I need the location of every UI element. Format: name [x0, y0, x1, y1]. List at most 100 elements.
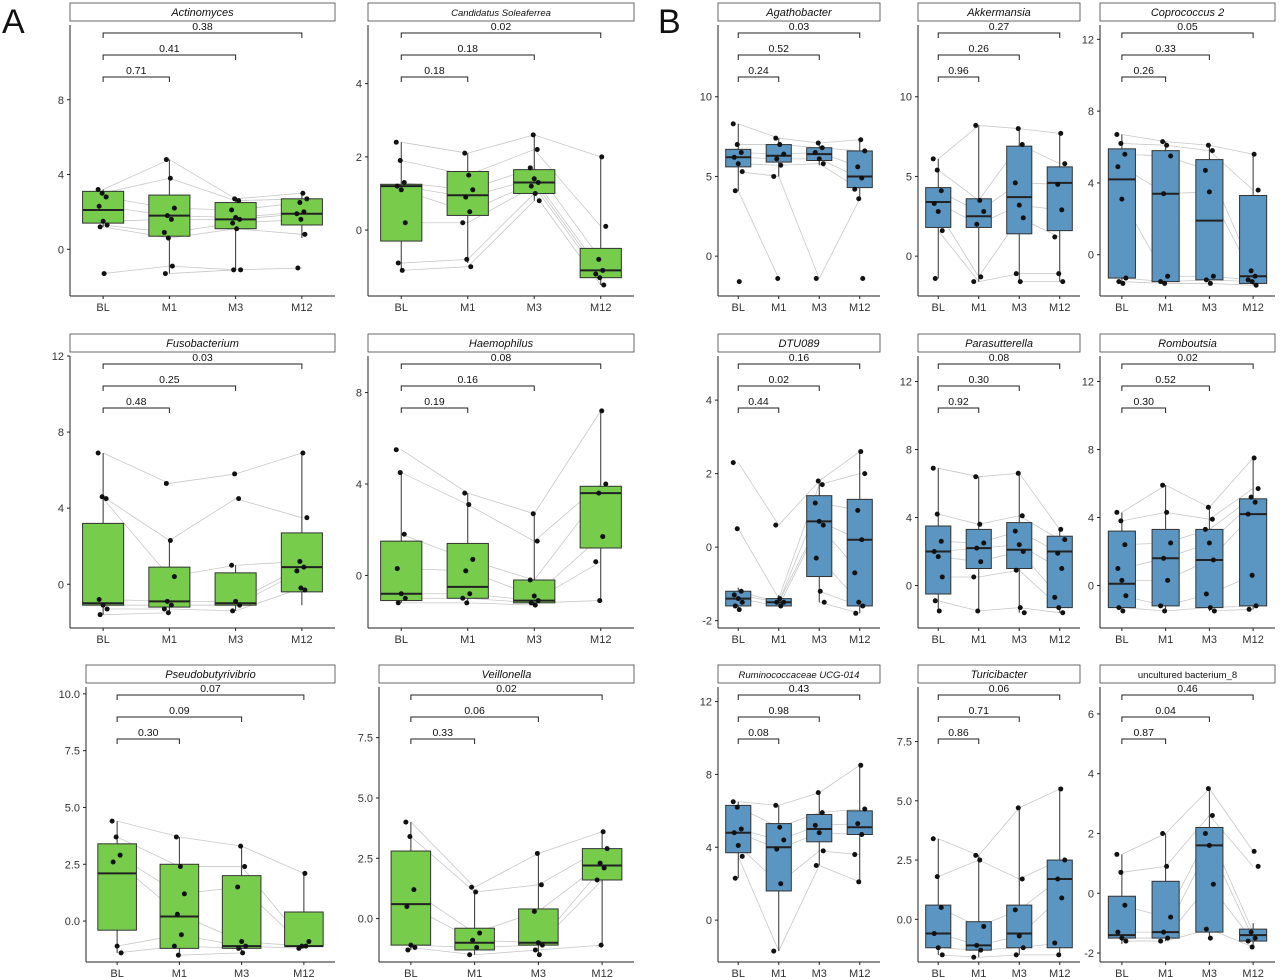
paired-line [103, 177, 170, 194]
data-point [971, 954, 977, 960]
x-tick-label: M12 [1242, 634, 1263, 646]
significance-bracket [102, 76, 170, 82]
box-iqr [1151, 528, 1180, 607]
p-value-label: 0.98 [769, 705, 790, 717]
p-value-label: 0.24 [748, 65, 769, 77]
data-point [304, 196, 310, 202]
data-point [238, 267, 244, 273]
data-point [1203, 926, 1209, 932]
data-point [734, 526, 740, 532]
paired-line [778, 480, 820, 526]
significance-bracket [737, 407, 780, 413]
data-point [599, 154, 605, 160]
data-point [1062, 857, 1068, 863]
paired-line [1121, 134, 1166, 143]
significance-bracket [400, 385, 535, 391]
data-point [295, 265, 301, 271]
paired-line [410, 836, 475, 893]
paired-line [978, 125, 1020, 130]
data-point [1116, 279, 1122, 285]
data-point [175, 952, 181, 958]
y-tick-label: 2 [356, 152, 362, 164]
data-point [1249, 279, 1255, 285]
paired-line [1121, 281, 1166, 284]
p-value-label: 0.02 [1177, 352, 1198, 364]
paired-line [938, 169, 979, 201]
data-point [394, 183, 400, 189]
data-point [1168, 540, 1174, 546]
paired-line [978, 273, 1020, 283]
data-point [820, 848, 826, 854]
data-point [1248, 268, 1254, 274]
data-point [771, 948, 777, 954]
data-point [394, 566, 400, 572]
x-tick-label: BL [932, 302, 945, 314]
data-point [736, 607, 742, 613]
data-point [1114, 851, 1120, 857]
data-point [1017, 279, 1023, 285]
data-point [1055, 550, 1061, 556]
data-point [1012, 528, 1018, 534]
data-point [405, 947, 411, 953]
facet-panel: uncultured bacterium_8 -2 0 2 4 6 BL M1 M3 M12 0.8… [1084, 664, 1276, 977]
box-iqr [765, 823, 792, 892]
data-point [820, 522, 826, 528]
data-point [1251, 151, 1257, 157]
data-point [1019, 513, 1025, 519]
data-point [535, 179, 541, 185]
paired-line [737, 190, 780, 279]
data-point [399, 267, 405, 273]
paired-line [1165, 607, 1210, 612]
paired-line [818, 198, 861, 279]
data-point [463, 568, 469, 574]
data-point [300, 190, 306, 196]
data-point [604, 846, 610, 852]
data-point [603, 481, 609, 487]
data-point [163, 480, 169, 486]
y-tick-label: 4 [1088, 769, 1094, 781]
paired-line [938, 600, 979, 612]
data-point [1205, 786, 1211, 792]
p-value-label: 0.96 [948, 65, 969, 77]
data-point [1120, 608, 1126, 614]
y-tick-label: 8 [58, 427, 64, 439]
data-point [1207, 605, 1213, 611]
paired-line [103, 612, 170, 616]
data-point [935, 945, 941, 951]
data-point [161, 606, 167, 612]
paired-line [938, 467, 979, 478]
data-point [1160, 139, 1166, 145]
data-point [731, 592, 737, 598]
facet-strip [367, 333, 635, 353]
data-point [181, 891, 187, 897]
significance-bracket [102, 407, 170, 413]
x-tick-label: BL [1115, 968, 1128, 977]
significance-bracket [737, 385, 820, 391]
data-point [1164, 509, 1170, 515]
data-point [1203, 591, 1209, 597]
box-iqr [1107, 148, 1136, 279]
data-point [935, 209, 941, 215]
data-point [1055, 876, 1061, 882]
data-point [297, 200, 303, 206]
paired-line [1165, 788, 1210, 834]
p-value-label: 0.71 [126, 65, 147, 77]
box-iqr [390, 850, 432, 946]
box-iqr [1046, 535, 1073, 609]
y-tick-label: 10 [900, 92, 912, 104]
paired-line [1019, 607, 1060, 614]
data-point [860, 603, 866, 609]
x-tick-label: M12 [849, 302, 870, 314]
significance-bracket [937, 738, 980, 744]
data-point [1019, 876, 1025, 882]
paired-line [978, 954, 1020, 958]
data-point [974, 545, 980, 551]
data-point [1168, 914, 1174, 920]
p-value-label: 0.05 [1177, 21, 1198, 33]
box-iqr [1151, 880, 1180, 939]
box-iqr [1046, 166, 1073, 232]
data-point [815, 790, 821, 796]
data-point [463, 194, 469, 200]
significance-bracket [102, 363, 303, 369]
data-point [404, 904, 410, 910]
